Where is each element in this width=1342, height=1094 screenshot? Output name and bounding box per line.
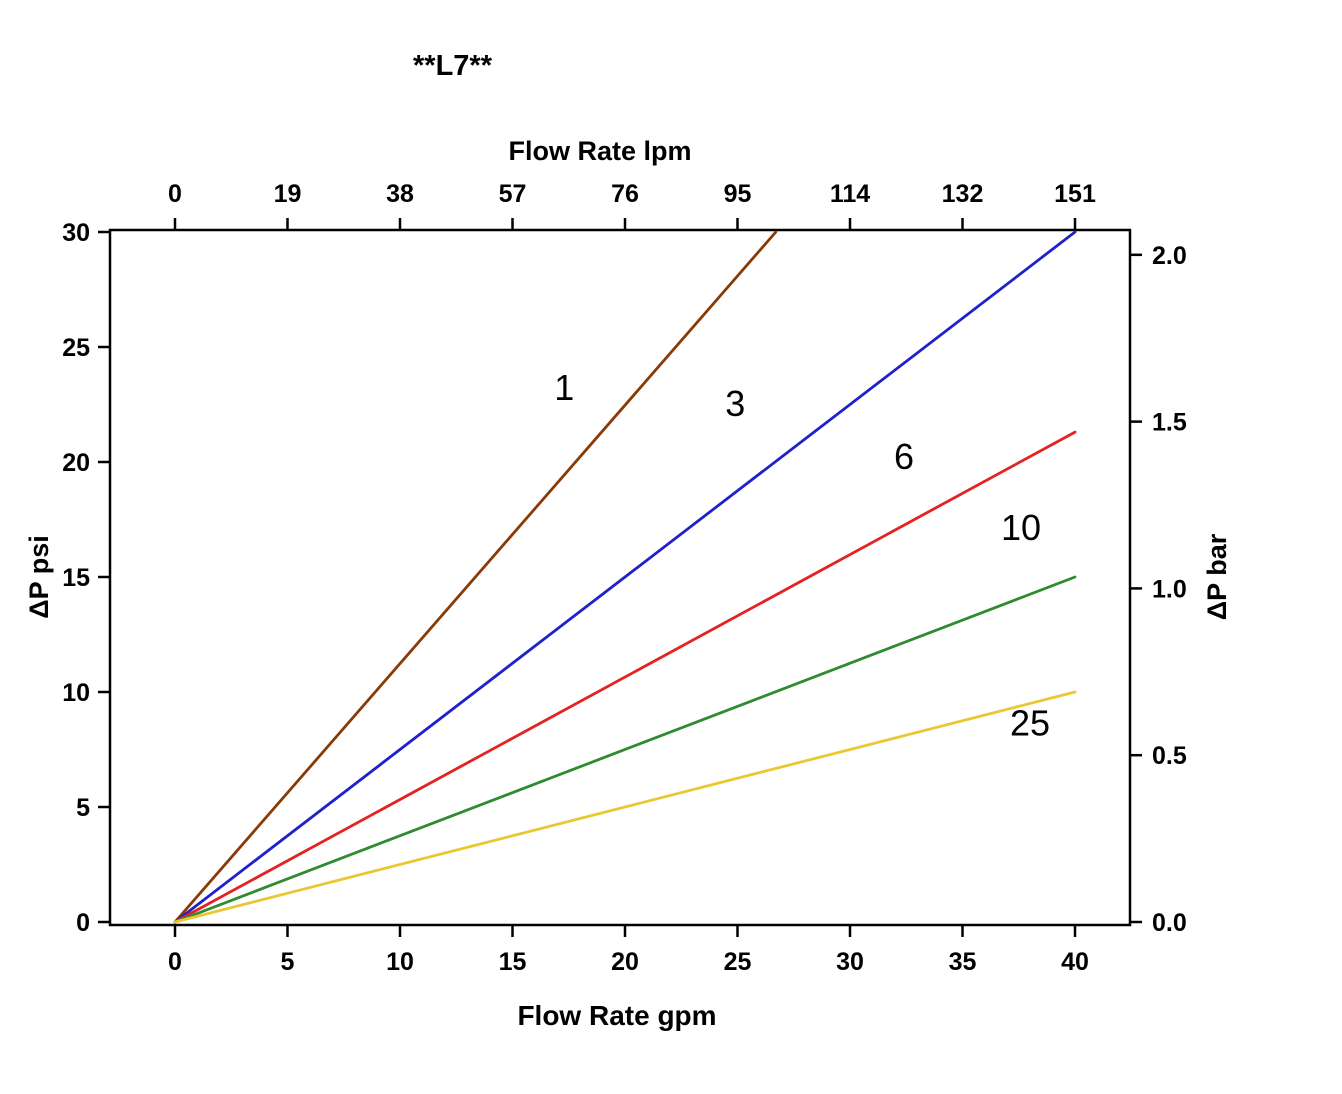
bottom-tick-label: 5 — [281, 948, 295, 976]
left-tick-label: 30 — [62, 219, 90, 247]
series-line-3 — [173, 230, 1077, 924]
left-tick-label: 20 — [62, 449, 90, 477]
bottom-tick-label: 0 — [168, 948, 182, 976]
top-tick-label: 151 — [1054, 180, 1096, 208]
top-tick-label: 19 — [274, 180, 302, 208]
left-tick-label: 10 — [62, 679, 90, 707]
bottom-tick-label: 25 — [724, 948, 752, 976]
bottom-axis-title: Flow Rate gpm — [517, 1000, 717, 1031]
top-tick-label: 38 — [386, 180, 414, 208]
left-tick-label: 5 — [76, 794, 90, 822]
chart-title: **L7** — [413, 50, 492, 82]
right-tick-label: 1.5 — [1152, 409, 1187, 437]
top-tick-label: 0 — [168, 180, 182, 208]
top-tick-label: 95 — [724, 180, 752, 208]
right-tick-label: 1.0 — [1152, 575, 1187, 603]
series-line-10 — [173, 575, 1077, 924]
bottom-tick-label: 15 — [499, 948, 527, 976]
bottom-tick-label: 30 — [836, 948, 864, 976]
top-tick-label: 57 — [499, 180, 527, 208]
series-label-6: 6 — [894, 436, 914, 477]
series-line-1 — [173, 230, 778, 924]
series-line-6 — [173, 430, 1077, 924]
series-label-3: 3 — [725, 383, 745, 424]
top-tick-label: 114 — [830, 180, 870, 208]
series-label-10: 10 — [1001, 507, 1041, 548]
left-axis-title: ΔP psi — [24, 535, 54, 619]
bottom-tick-label: 40 — [1061, 948, 1089, 976]
bottom-tick-label: 35 — [949, 948, 977, 976]
bottom-tick-label: 20 — [611, 948, 639, 976]
top-axis-title: Flow Rate lpm — [508, 136, 692, 166]
right-tick-label: 0.0 — [1152, 909, 1187, 937]
top-tick-label: 76 — [611, 180, 639, 208]
right-tick-label: 2.0 — [1152, 242, 1187, 270]
left-tick-label: 15 — [62, 564, 90, 592]
series-label-25: 25 — [1010, 703, 1050, 744]
right-tick-label: 0.5 — [1152, 742, 1187, 770]
left-tick-label: 0 — [76, 909, 90, 937]
left-tick-label: 25 — [62, 334, 90, 362]
series-label-1: 1 — [554, 367, 574, 408]
series-line-25 — [173, 690, 1077, 924]
right-axis-title: ΔP bar — [1202, 533, 1232, 621]
top-tick-label: 132 — [942, 180, 984, 208]
bottom-tick-label: 10 — [386, 948, 414, 976]
